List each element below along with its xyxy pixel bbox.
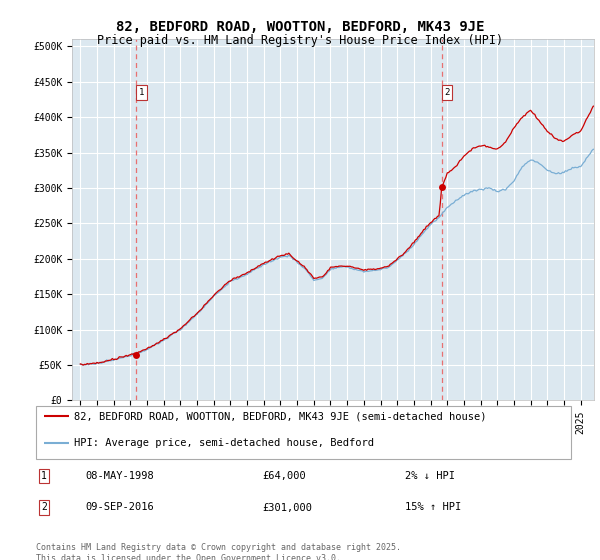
Text: 08-MAY-1998: 08-MAY-1998 — [85, 471, 154, 481]
Text: £301,000: £301,000 — [262, 502, 312, 512]
Text: Price paid vs. HM Land Registry's House Price Index (HPI): Price paid vs. HM Land Registry's House … — [97, 34, 503, 46]
Text: 82, BEDFORD ROAD, WOOTTON, BEDFORD, MK43 9JE: 82, BEDFORD ROAD, WOOTTON, BEDFORD, MK43… — [116, 20, 484, 34]
Text: £64,000: £64,000 — [262, 471, 305, 481]
Text: 1: 1 — [41, 471, 47, 481]
Text: 2: 2 — [41, 502, 47, 512]
Text: 82, BEDFORD ROAD, WOOTTON, BEDFORD, MK43 9JE (semi-detached house): 82, BEDFORD ROAD, WOOTTON, BEDFORD, MK43… — [74, 411, 487, 421]
Text: 1: 1 — [139, 88, 144, 97]
Text: 2: 2 — [445, 88, 450, 97]
Text: HPI: Average price, semi-detached house, Bedford: HPI: Average price, semi-detached house,… — [74, 438, 374, 448]
Text: Contains HM Land Registry data © Crown copyright and database right 2025.
This d: Contains HM Land Registry data © Crown c… — [36, 543, 401, 560]
Text: 09-SEP-2016: 09-SEP-2016 — [85, 502, 154, 512]
FancyBboxPatch shape — [35, 406, 571, 459]
Text: 2% ↓ HPI: 2% ↓ HPI — [406, 471, 455, 481]
Text: 15% ↑ HPI: 15% ↑ HPI — [406, 502, 461, 512]
